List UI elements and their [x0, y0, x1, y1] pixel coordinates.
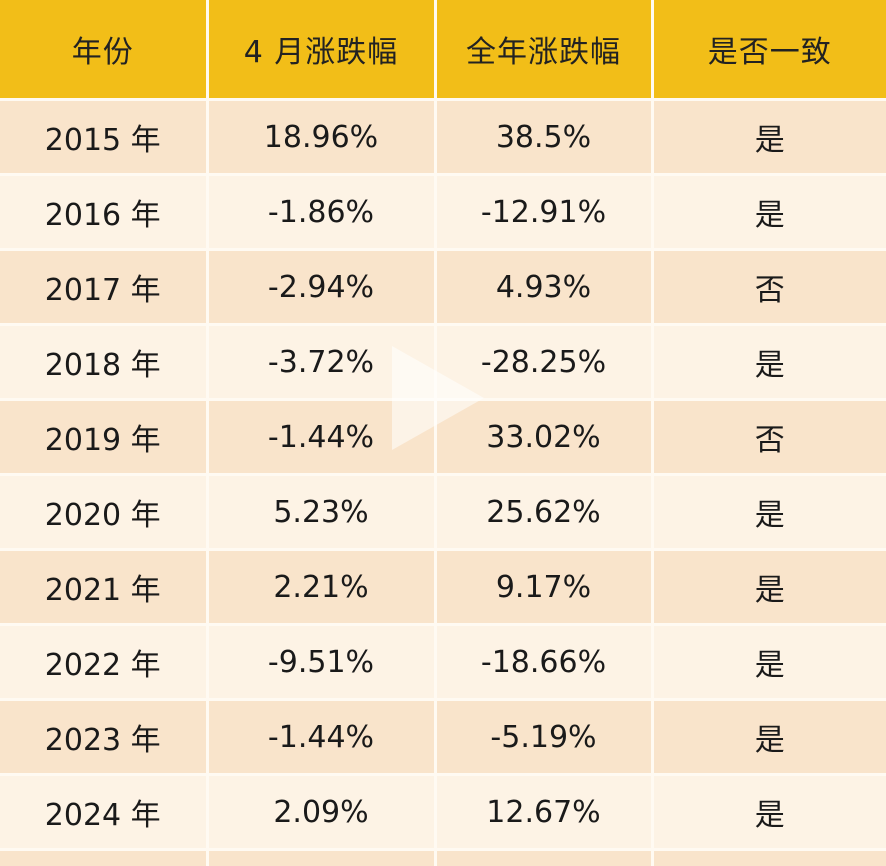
cell-year: 2020 年	[0, 474, 209, 551]
cell-april-change: -3.72%	[207, 324, 437, 401]
cell-annual-change: 4.93%	[435, 249, 654, 326]
cell-april-change: -9.51%	[207, 624, 437, 701]
header-april-change: 4 月涨跌幅	[207, 0, 437, 101]
cell-year: 2016 年	[0, 174, 209, 251]
cell-april-change: 5.23%	[207, 474, 437, 551]
cell-consistent: 是	[652, 99, 886, 176]
cell-annual-change: -12.91%	[435, 174, 654, 251]
cell-consistent: 是	[652, 624, 886, 701]
cell-year: 2019 年	[0, 399, 209, 476]
cell-annual-change: 12.67%	[435, 774, 654, 851]
cell-annual-change: 25.62%	[435, 474, 654, 551]
cell-april-change: 2.09%	[207, 774, 437, 851]
cell-annual-change: -28.25%	[435, 324, 654, 401]
cell-year: 2017 年	[0, 249, 209, 326]
table-row: 2016 年 -1.86% -12.91% 是	[0, 174, 886, 251]
cell-year: 2022 年	[0, 624, 209, 701]
cell-consistent: 是	[652, 774, 886, 851]
cell-annual-change: -18.66%	[435, 624, 654, 701]
table-row: 2018 年 -3.72% -28.25% 是	[0, 324, 886, 401]
cell-april-change: 2.21%	[207, 549, 437, 626]
cell-annual-change: 33.02%	[435, 399, 654, 476]
table-row: 2022 年 -9.51% -18.66% 是	[0, 624, 886, 701]
cell-consistent: 是	[652, 174, 886, 251]
table-row: 2017 年 -2.94% 4.93% 否	[0, 249, 886, 326]
cell-april-change: -1.44%	[207, 399, 437, 476]
cell-april-change: -2.94%	[207, 249, 437, 326]
cell-annual-change: -5.19%	[435, 699, 654, 776]
header-row: 年份 4 月涨跌幅 全年涨跌幅 是否一致	[0, 0, 886, 101]
header-year: 年份	[0, 0, 209, 101]
cell-consistent: 是	[652, 549, 886, 626]
cell-annual-change: 38.5%	[435, 99, 654, 176]
cell-year: 2023 年	[0, 699, 209, 776]
cell-april-change: -1.86%	[207, 174, 437, 251]
table-row: 2024 年 2.09% 12.67% 是	[0, 774, 886, 851]
header-consistent: 是否一致	[652, 0, 886, 101]
cell-consistent: 否	[652, 249, 886, 326]
table-row: 2020 年 5.23% 25.62% 是	[0, 474, 886, 551]
cell-year: 2018 年	[0, 324, 209, 401]
cell-april-change: -1.44%	[207, 699, 437, 776]
cell-consistent: 否	[652, 399, 886, 476]
table-row: 2015 年 18.96% 38.5% 是	[0, 99, 886, 176]
cell-year: 2015 年	[0, 99, 209, 176]
header-annual-change: 全年涨跌幅	[435, 0, 654, 101]
cell-year: 2021 年	[0, 549, 209, 626]
cell-annual-change: 9.17%	[435, 549, 654, 626]
cell-consistent: 是	[652, 474, 886, 551]
table-row: 2023 年 -1.44% -5.19% 是	[0, 699, 886, 776]
table-row: 2021 年 2.21% 9.17% 是	[0, 549, 886, 626]
cell-april-change: 18.96%	[207, 99, 437, 176]
cell-consistent: 是	[652, 324, 886, 401]
cell-year: 2024 年	[0, 774, 209, 851]
table-row: 2019 年 -1.44% 33.02% 否	[0, 399, 886, 476]
cell-consistent: 是	[652, 699, 886, 776]
table-row-cut-off	[0, 849, 886, 866]
